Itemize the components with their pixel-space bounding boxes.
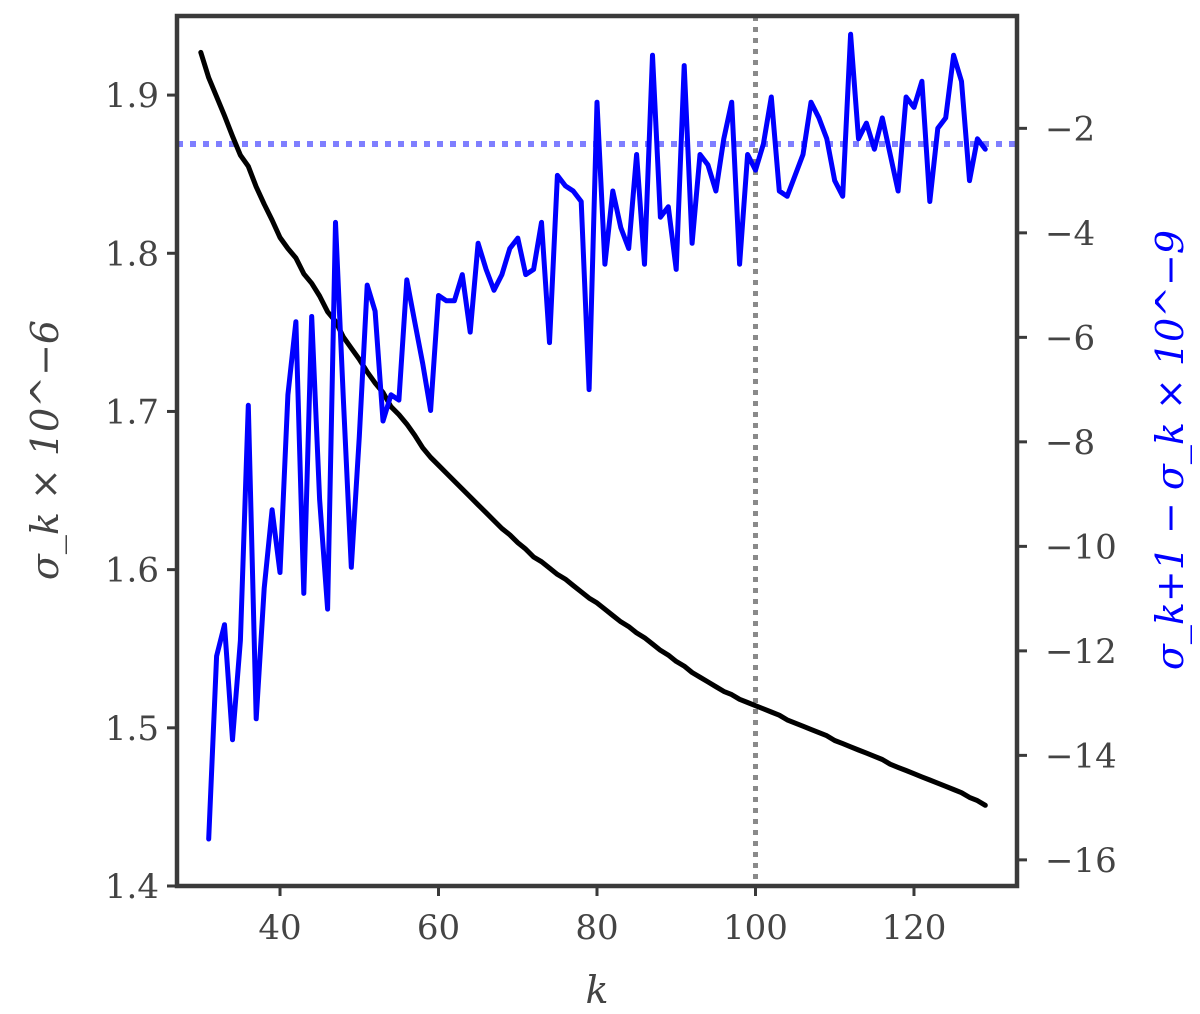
y-right-tick-label: −6 <box>1045 318 1095 358</box>
x-tick-label: 40 <box>258 908 301 948</box>
y-right-tick-label: −10 <box>1045 527 1117 567</box>
y-right-tick-label: −2 <box>1045 109 1095 149</box>
axis-labels: k σ_k × 10^−6 σ_k+1 − σ_k × 10^−9 <box>23 230 1193 1012</box>
x-tick-label: 120 <box>882 908 947 948</box>
y-axis-label-right: σ_k+1 − σ_k × 10^−9 <box>1148 230 1193 670</box>
x-axis-label: k <box>585 968 608 1012</box>
ticks: 40 60 80 100 120 1.4 1.5 1.6 1.7 1.8 1.9 −16 −14 −12 −… <box>105 76 1117 948</box>
y-right-tick-label: −8 <box>1045 423 1095 463</box>
y-left-tick-label: 1.4 <box>105 867 159 907</box>
plot-area <box>177 16 1017 886</box>
y-axis-label-left: σ_k × 10^−6 <box>23 320 68 580</box>
x-tick-label: 60 <box>417 908 460 948</box>
y-left-tick-label: 1.7 <box>105 392 159 432</box>
difference-series-line <box>206 31 988 842</box>
x-tick-label: 80 <box>575 908 618 948</box>
y-right-tick-label: −16 <box>1045 841 1117 881</box>
y-right-tick-label: −4 <box>1045 214 1095 254</box>
y-left-tick-label: 1.8 <box>105 234 159 274</box>
y-right-tick-label: −14 <box>1045 736 1117 776</box>
y-left-tick-label: 1.9 <box>105 76 159 116</box>
y-right-tick-label: −12 <box>1045 632 1117 672</box>
y-left-tick-label: 1.6 <box>105 551 159 591</box>
x-tick-label: 100 <box>723 908 788 948</box>
y-left-tick-label: 1.5 <box>105 709 159 749</box>
